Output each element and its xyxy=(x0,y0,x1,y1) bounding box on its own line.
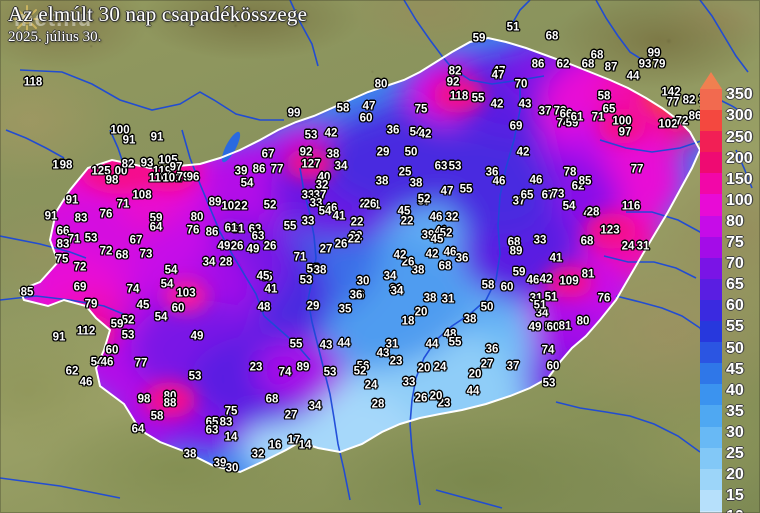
legend-segment xyxy=(700,257,722,279)
legend-label: 10 xyxy=(726,508,744,513)
legend-label: 60 xyxy=(726,297,744,315)
legend-segment xyxy=(700,468,722,490)
legend-segment xyxy=(700,489,722,511)
legend-segment xyxy=(700,447,722,469)
legend-segment xyxy=(700,405,722,427)
legend-arrow-top xyxy=(700,72,722,89)
legend-label: 15 xyxy=(726,487,744,505)
legend-label: 300 xyxy=(726,107,753,125)
legend-label: 80 xyxy=(726,212,744,230)
legend-segment xyxy=(700,173,722,195)
legend-label: 250 xyxy=(726,128,753,146)
legend-segment xyxy=(700,299,722,322)
legend-segment xyxy=(700,342,722,364)
legend-label: 350 xyxy=(726,86,753,104)
legend-segment xyxy=(700,215,722,237)
legend-segment xyxy=(700,510,722,513)
legend-label: 200 xyxy=(726,149,753,167)
legend-label: 30 xyxy=(726,423,744,441)
legend-label: 50 xyxy=(726,339,744,357)
page-title: Az elmúlt 30 nap csapadékösszege xyxy=(8,2,308,26)
legend-label: 40 xyxy=(726,381,744,399)
legend-segment xyxy=(700,194,722,216)
page-subtitle: 2025. július 30. xyxy=(8,29,102,45)
legend-label: 100 xyxy=(726,191,753,209)
legend-segment xyxy=(700,110,722,132)
legend-label: 150 xyxy=(726,170,753,188)
legend-label: 20 xyxy=(726,466,744,484)
legend-segment xyxy=(700,278,722,300)
legend-segments xyxy=(700,89,722,513)
legend-label: 70 xyxy=(726,255,744,273)
legend-segment xyxy=(700,236,722,258)
legend-label: 35 xyxy=(726,402,744,420)
legend-segment xyxy=(700,131,722,153)
legend-segment xyxy=(700,426,722,448)
country-border xyxy=(18,36,702,474)
legend-segment xyxy=(700,152,722,174)
legend-colorbar xyxy=(700,72,722,513)
legend-segment xyxy=(700,321,722,343)
title-block: Az elmúlt 30 nap csapadékösszege 2025. j… xyxy=(8,2,307,46)
legend-label: 75 xyxy=(726,234,744,252)
legend-segment xyxy=(700,384,722,406)
legend-label: 55 xyxy=(726,318,744,336)
legend-segment xyxy=(700,89,722,111)
legend-segment xyxy=(700,363,722,385)
legend-label: 65 xyxy=(726,276,744,294)
legend-label: 45 xyxy=(726,360,744,378)
legend-label: 25 xyxy=(726,445,744,463)
